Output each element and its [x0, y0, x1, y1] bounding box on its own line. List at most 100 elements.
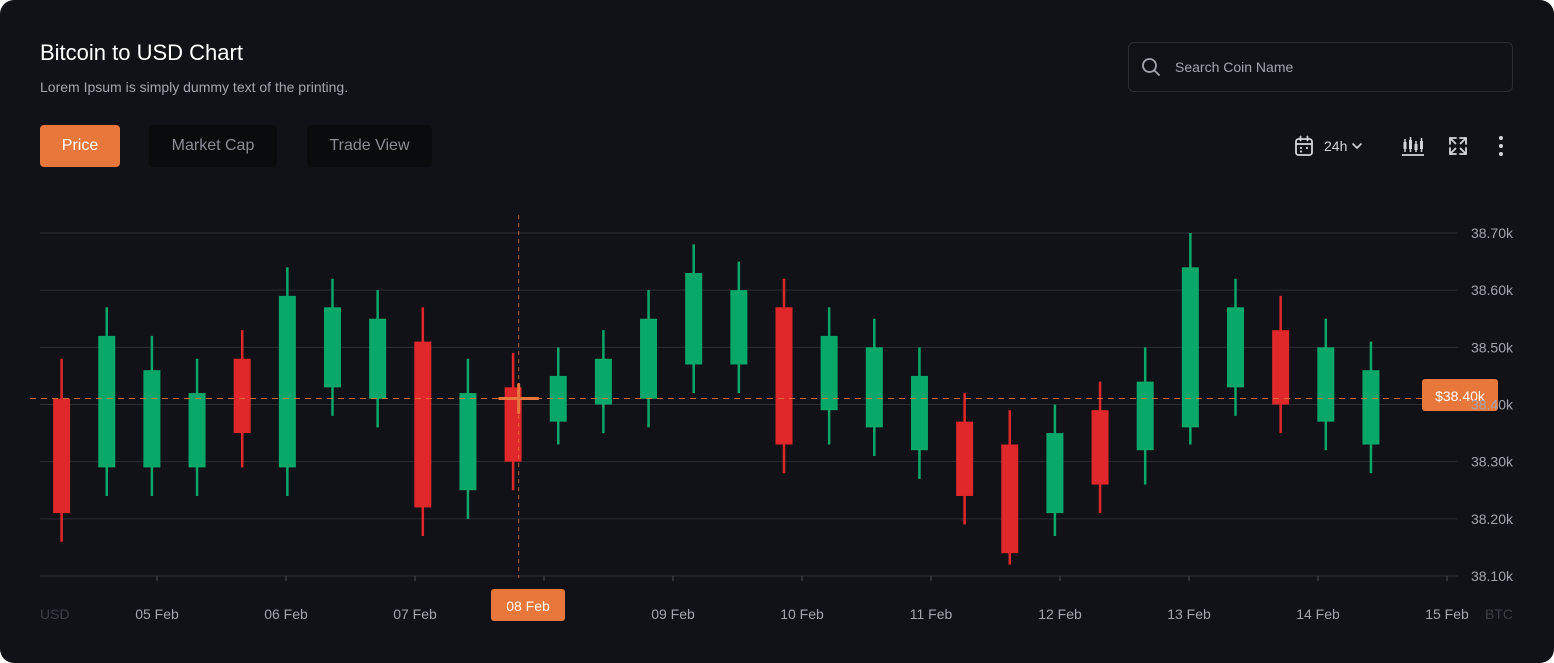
- candle-down: [414, 307, 432, 536]
- right-axis-label: BTC: [1485, 606, 1513, 622]
- candle-body: [865, 347, 883, 428]
- y-tick-label: 38.50k: [1471, 339, 1514, 355]
- x-axis-ticks: [156, 576, 1448, 581]
- highlighted-date-label: 08 Feb: [506, 598, 550, 614]
- candle-body: [1001, 444, 1019, 554]
- y-tick-label: 38.20k: [1471, 511, 1514, 527]
- x-tick-label: 05 Feb: [135, 606, 179, 622]
- range-selector[interactable]: 24h: [1294, 135, 1363, 157]
- candle-up: [188, 358, 206, 496]
- grid-lines: [40, 232, 1458, 577]
- chevron-down-icon: [1351, 140, 1363, 152]
- candle-up: [143, 335, 161, 496]
- candle-body: [414, 341, 432, 508]
- candle-up: [1317, 318, 1335, 451]
- candle-body: [143, 370, 161, 468]
- candle-body: [459, 393, 477, 491]
- tab-trade-view[interactable]: Trade View: [307, 125, 432, 167]
- x-tick-label: 15 Feb: [1425, 606, 1469, 622]
- candle-down: [53, 358, 71, 542]
- candle-body: [98, 335, 116, 468]
- candle-up: [640, 290, 658, 428]
- candle-down: [1001, 410, 1019, 565]
- search-box[interactable]: [1128, 42, 1513, 92]
- candle-up: [324, 278, 341, 416]
- candle-body: [730, 290, 748, 365]
- candle-body: [188, 393, 206, 468]
- candle-up: [910, 347, 928, 479]
- candle-up: [594, 330, 612, 434]
- candle-body: [775, 307, 793, 445]
- left-axis-label: USD: [40, 606, 70, 622]
- candle-body: [1362, 370, 1380, 445]
- y-tick-label: 38.30k: [1471, 454, 1514, 470]
- highlighted-date-tag: [491, 589, 565, 621]
- candle-up: [1227, 278, 1244, 416]
- x-tick-label: 12 Feb: [1038, 606, 1082, 622]
- candle-body: [53, 398, 71, 514]
- candle-body: [685, 273, 703, 365]
- candle-up: [730, 261, 748, 394]
- candle-down: [775, 278, 793, 474]
- current-price-tag: [1422, 379, 1498, 411]
- page-subtitle: Lorem Ipsum is simply dummy text of the …: [40, 79, 349, 95]
- candle-up: [1046, 404, 1064, 536]
- candle-up: [1362, 341, 1380, 474]
- candlestick-icon[interactable]: [1401, 134, 1425, 158]
- x-tick-label: 07 Feb: [393, 606, 437, 622]
- tab-price[interactable]: Price: [40, 125, 120, 167]
- candle-up: [459, 358, 477, 519]
- candle-body: [910, 375, 928, 451]
- candle-body: [1317, 347, 1335, 422]
- candle-body: [1046, 433, 1064, 514]
- x-tick-label: 14 Feb: [1296, 606, 1340, 622]
- y-tick-label: 38.40k: [1471, 397, 1514, 413]
- candle-body: [956, 421, 974, 496]
- candle-up: [1136, 347, 1154, 485]
- calendar-icon: [1294, 135, 1314, 157]
- candle-up: [549, 347, 567, 445]
- candle-body: [640, 318, 658, 399]
- candle-up: [865, 318, 883, 456]
- candle-up: [820, 307, 838, 445]
- current-price-label: $38.40k: [1435, 388, 1486, 404]
- y-tick-label: 38.60k: [1471, 282, 1514, 298]
- x-tick-label: 10 Feb: [780, 606, 824, 622]
- candle-down: [956, 393, 974, 525]
- axis-labels: 38.70k 38.60k 38.50k 38.40k 38.30k 38.20k 38.1…: [40, 225, 1514, 622]
- candle-body: [594, 358, 612, 405]
- candle-up: [369, 290, 387, 428]
- page-title: Bitcoin to USD Chart: [40, 40, 243, 65]
- y-tick-label: 38.10k: [1471, 568, 1514, 584]
- y-tick-label: 38.70k: [1471, 225, 1514, 241]
- candle-body: [1227, 307, 1244, 388]
- candle-up: [98, 307, 116, 496]
- candle-body: [1136, 381, 1154, 451]
- x-tick-label: 06 Feb: [264, 606, 308, 622]
- candle-body: [233, 358, 251, 434]
- crosshair: $38.40k 08 Feb: [30, 215, 1498, 621]
- candle-down: [504, 353, 522, 491]
- range-label: 24h: [1324, 138, 1348, 154]
- candle-down: [1272, 295, 1290, 434]
- more-vertical-icon[interactable]: [1491, 135, 1511, 157]
- candles: [53, 233, 1380, 565]
- candle-body: [820, 335, 838, 411]
- search-icon: [1141, 57, 1161, 77]
- x-tick-label: 13 Feb: [1167, 606, 1211, 622]
- candle-body: [369, 318, 387, 399]
- candle-up: [685, 244, 703, 394]
- candle-down: [1091, 381, 1109, 514]
- candle-body: [1091, 410, 1109, 485]
- candle-body: [1272, 330, 1290, 405]
- candle-up: [1181, 233, 1199, 445]
- candle-body: [324, 307, 341, 388]
- tab-market-cap[interactable]: Market Cap: [149, 125, 277, 167]
- x-tick-label: 09 Feb: [651, 606, 695, 622]
- search-input[interactable]: [1173, 58, 1497, 76]
- expand-icon[interactable]: [1447, 135, 1469, 157]
- x-tick-label: 11 Feb: [910, 606, 953, 622]
- candle-body: [1181, 267, 1199, 428]
